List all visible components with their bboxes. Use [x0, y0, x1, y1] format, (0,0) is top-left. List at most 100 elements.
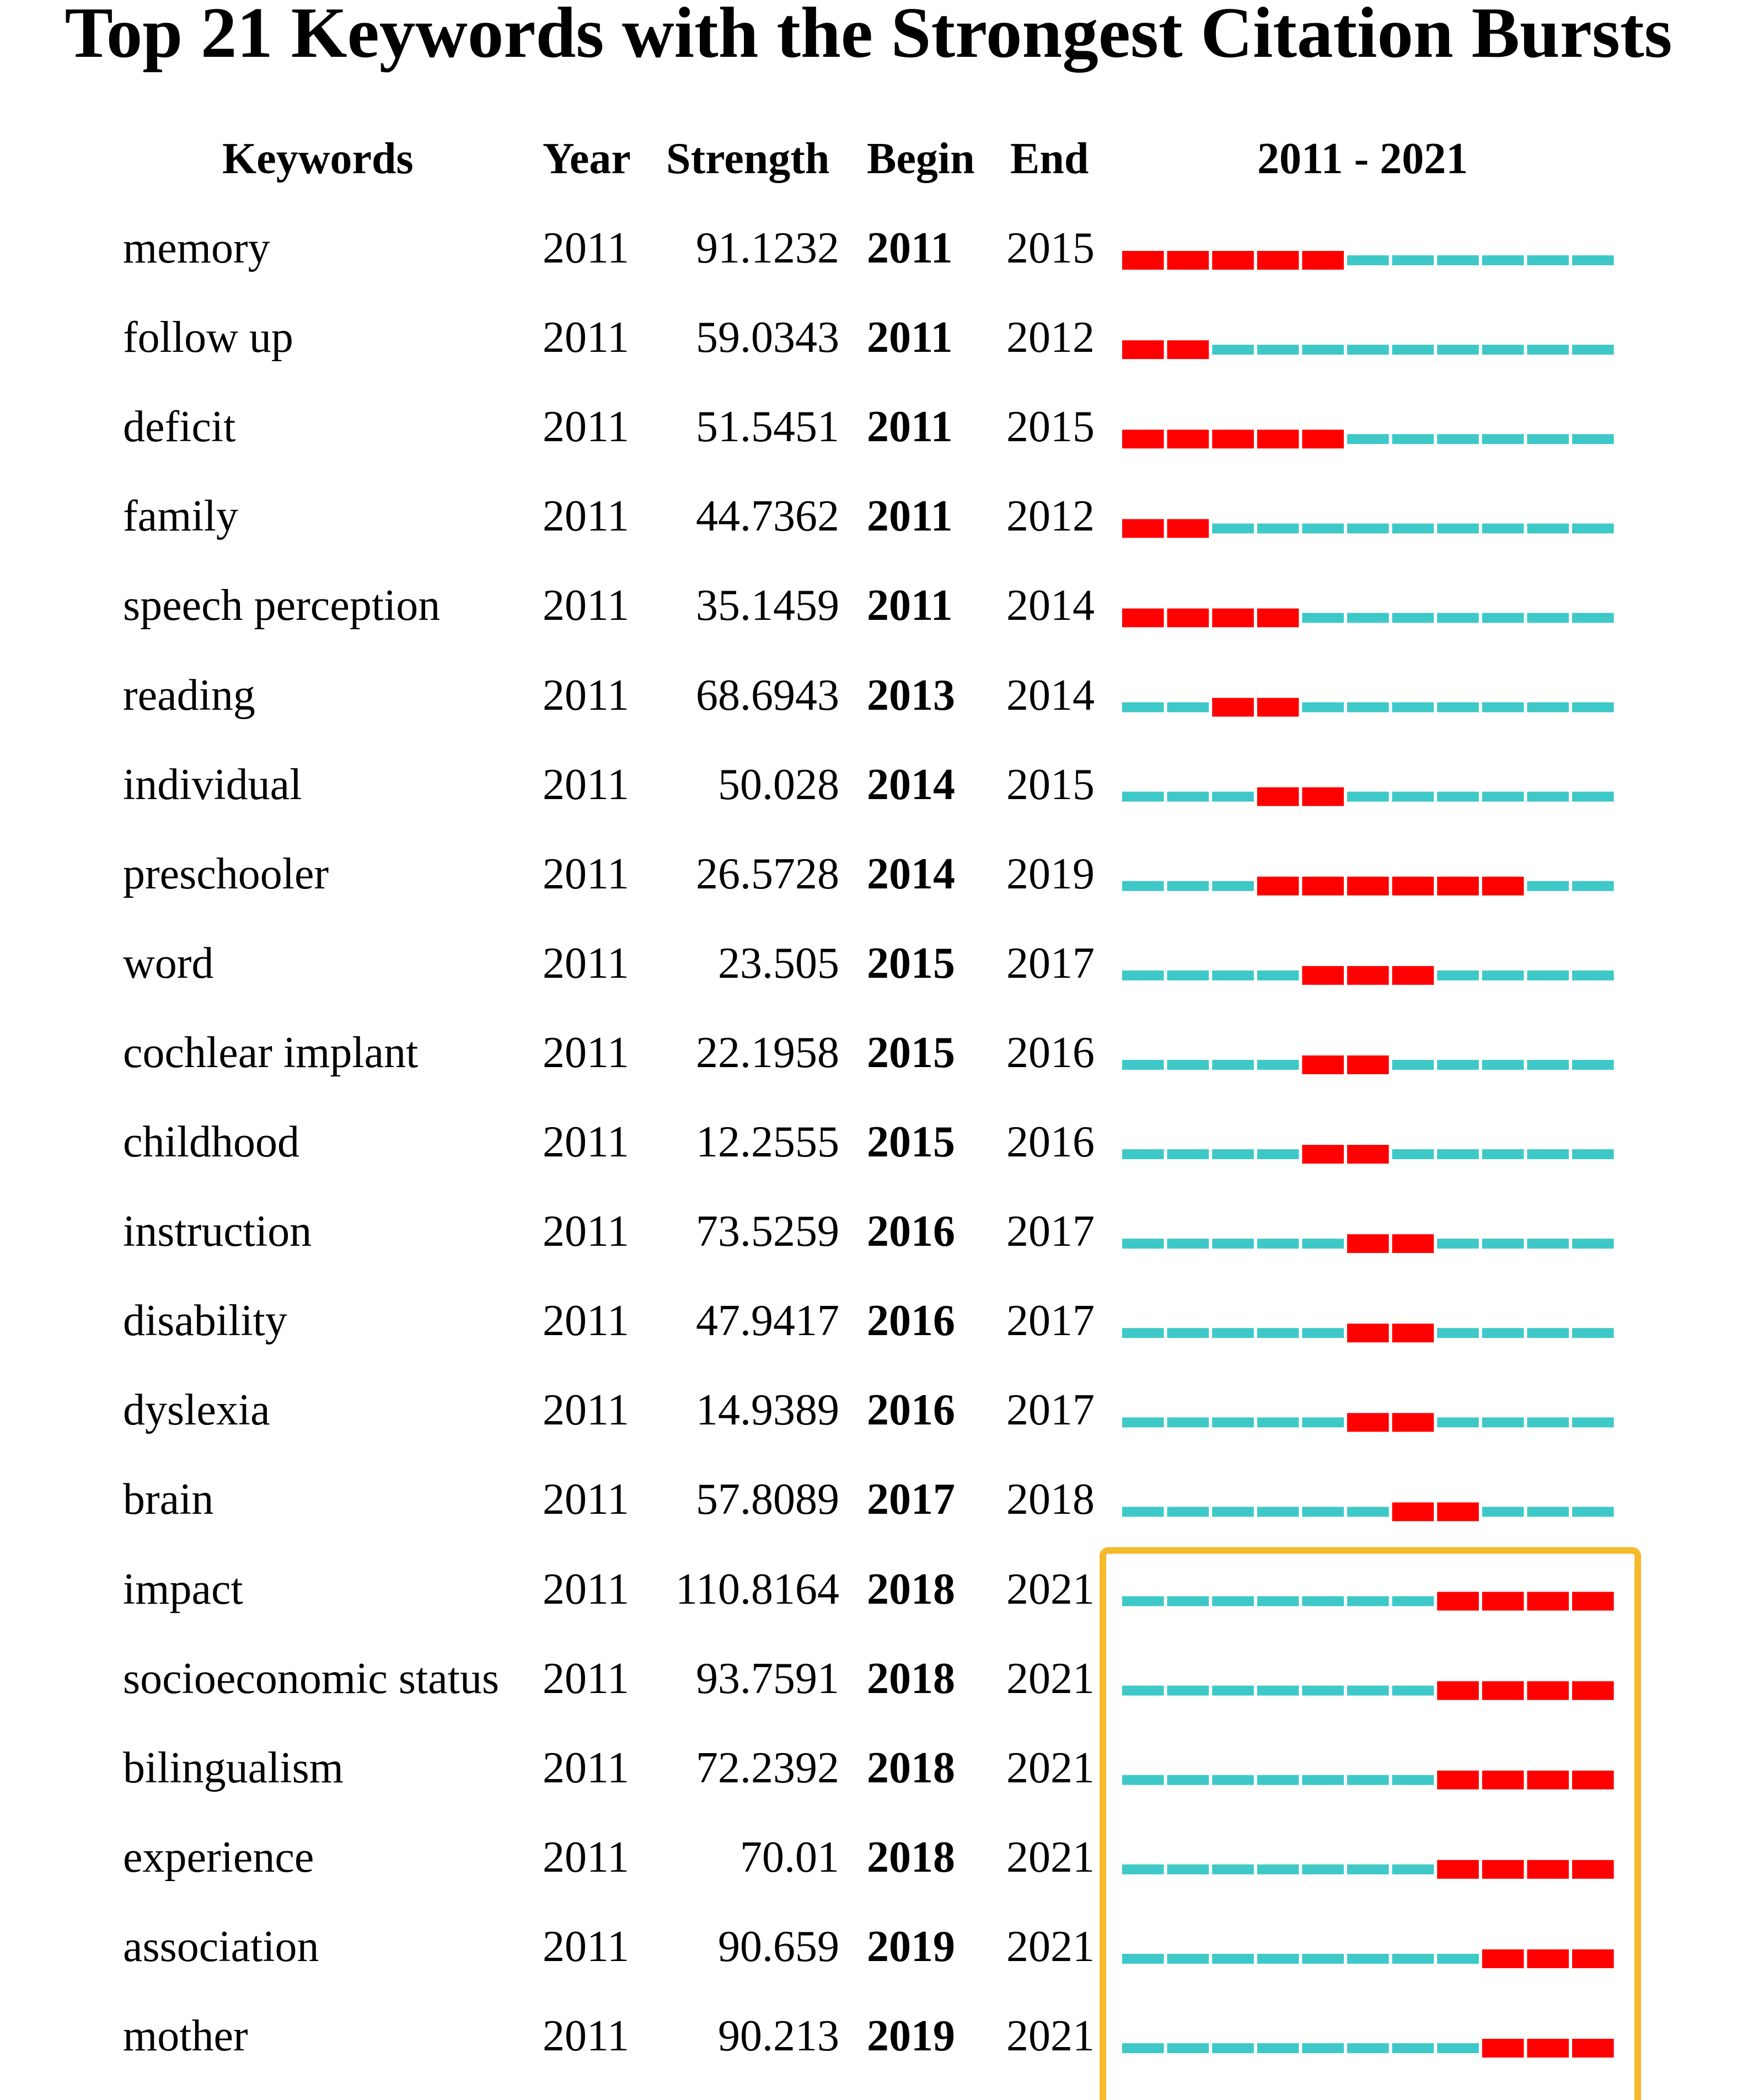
baseline-segment: [1482, 970, 1524, 981]
baseline-segment: [1167, 1596, 1209, 1606]
keyword-cell: experience: [123, 1833, 314, 1882]
begin-cell: 2011: [867, 581, 953, 630]
baseline-segment: [1347, 345, 1389, 355]
burst-segment: [1572, 1592, 1614, 1611]
end-cell: 2017: [1006, 1386, 1095, 1435]
burst-segment: [1437, 1770, 1479, 1790]
baseline-segment: [1437, 702, 1479, 712]
burst-segment: [1482, 1949, 1524, 1968]
strength-cell: 12.2555: [696, 1118, 839, 1166]
strength-cell: 73.5259: [696, 1207, 839, 1256]
burst-segment: [1482, 1770, 1524, 1790]
year-cell: 2011: [543, 224, 630, 272]
baseline-segment: [1122, 1775, 1164, 1785]
baseline-segment: [1437, 791, 1479, 802]
baseline-segment: [1572, 434, 1614, 444]
burst-segment: [1347, 1145, 1389, 1164]
baseline-segment: [1212, 523, 1254, 534]
burst-segment: [1167, 519, 1209, 538]
baseline-segment: [1572, 1149, 1614, 1159]
burst-segment: [1212, 430, 1254, 449]
end-cell: 2021: [1006, 1743, 1095, 1792]
baseline-segment: [1347, 1596, 1389, 1606]
keyword-cell: reading: [123, 671, 255, 720]
baseline-segment: [1572, 255, 1614, 265]
baseline-segment: [1527, 1507, 1569, 1517]
baseline-segment: [1347, 1953, 1389, 1964]
baseline-segment: [1527, 881, 1569, 891]
baseline-segment: [1527, 970, 1569, 981]
baseline-segment: [1167, 1775, 1209, 1785]
baseline-segment: [1572, 523, 1614, 534]
baseline-segment: [1347, 1507, 1389, 1517]
baseline-segment: [1392, 255, 1434, 265]
baseline-segment: [1347, 1775, 1389, 1785]
begin-cell: 2011: [867, 403, 953, 452]
baseline-segment: [1302, 1685, 1344, 1696]
burst-segment: [1302, 430, 1344, 449]
burst-segment: [1212, 698, 1254, 717]
baseline-segment: [1302, 1864, 1344, 1874]
burst-segment: [1257, 608, 1299, 628]
baseline-segment: [1302, 1507, 1344, 1517]
header-end: End: [1010, 135, 1089, 183]
begin-cell: 2018: [867, 1565, 955, 1614]
baseline-segment: [1437, 1059, 1479, 1070]
baseline-segment: [1167, 1059, 1209, 1070]
baseline-segment: [1482, 1059, 1524, 1070]
year-cell: 2011: [543, 581, 630, 630]
baseline-segment: [1482, 791, 1524, 802]
baseline-segment: [1347, 702, 1389, 712]
end-cell: 2018: [1006, 1475, 1095, 1524]
burst-segment: [1257, 251, 1299, 270]
year-cell: 2011: [543, 1386, 630, 1435]
baseline-segment: [1257, 523, 1299, 534]
baseline-segment: [1527, 255, 1569, 265]
baseline-segment: [1437, 613, 1479, 623]
begin-cell: 2016: [867, 1207, 955, 1256]
year-cell: 2011: [543, 2012, 630, 2060]
burst-segment: [1347, 1055, 1389, 1074]
begin-cell: 2013: [867, 671, 955, 720]
baseline-segment: [1212, 1149, 1254, 1159]
highlight-box: [1100, 1547, 1641, 2100]
baseline-segment: [1527, 1417, 1569, 1428]
year-cell: 2011: [543, 939, 630, 988]
end-cell: 2015: [1006, 224, 1095, 272]
baseline-segment: [1437, 1328, 1479, 1338]
baseline-segment: [1482, 702, 1524, 712]
baseline-segment: [1527, 1328, 1569, 1338]
keyword-cell: dyslexia: [123, 1386, 270, 1435]
baseline-segment: [1257, 1239, 1299, 1249]
baseline-segment: [1257, 1596, 1299, 1606]
end-cell: 2017: [1006, 1207, 1095, 1256]
baseline-segment: [1302, 1596, 1344, 1606]
year-cell: 2011: [543, 1654, 630, 1703]
baseline-segment: [1212, 2043, 1254, 2053]
strength-cell: 50.028: [718, 760, 839, 809]
baseline-segment: [1302, 1417, 1344, 1428]
baseline-segment: [1302, 1775, 1344, 1785]
burst-segment: [1527, 1592, 1569, 1611]
baseline-segment: [1212, 1328, 1254, 1338]
end-cell: 2017: [1006, 939, 1095, 988]
baseline-segment: [1482, 434, 1524, 444]
end-cell: 2012: [1006, 313, 1095, 362]
baseline-segment: [1482, 255, 1524, 265]
burst-segment: [1122, 251, 1164, 270]
begin-cell: 2018: [867, 1833, 955, 1882]
baseline-segment: [1212, 1417, 1254, 1428]
strength-cell: 110.8164: [675, 1565, 839, 1614]
baseline-segment: [1482, 1507, 1524, 1517]
strength-cell: 47.9417: [696, 1297, 839, 1346]
burst-segment: [1392, 876, 1434, 896]
baseline-segment: [1392, 1864, 1434, 1874]
baseline-segment: [1572, 1417, 1614, 1428]
baseline-segment: [1212, 1596, 1254, 1606]
keyword-cell: mother: [123, 2012, 248, 2060]
baseline-segment: [1527, 702, 1569, 712]
baseline-segment: [1122, 1596, 1164, 1606]
burst-segment: [1482, 876, 1524, 896]
strength-cell: 44.7362: [696, 492, 839, 541]
